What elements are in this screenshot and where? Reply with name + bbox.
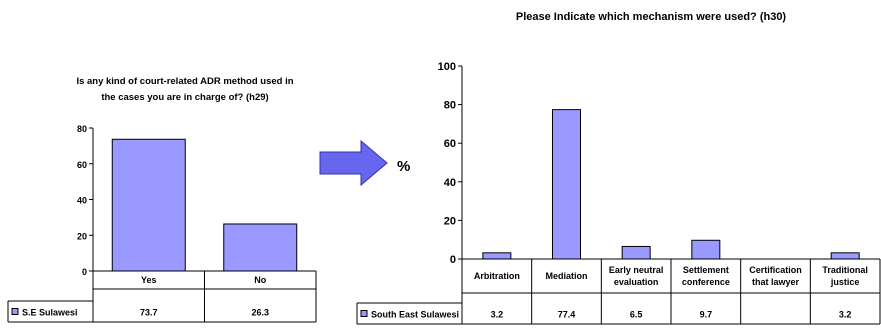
right-arrow-icon [319,139,388,187]
c2-bar [482,252,512,260]
c1-y-tick-label: 60 [77,160,87,170]
c1-y-tick-label: 80 [77,124,87,134]
c2-y-tick-label: 60 [444,138,456,150]
c1-category-label: Yes [141,275,157,285]
c2-bar [552,109,581,260]
c2-value-label: 3.2 [839,310,852,320]
c1-value-label: 26.3 [251,308,269,318]
c2-y-tick-label: 100 [438,61,456,73]
c2-legend-label: South East Sulawesi [371,310,459,320]
c2-category-label: conference [682,277,730,287]
c1-value-label: 73.7 [140,308,158,318]
c2-category-label: Traditional [822,265,868,275]
c1-bar [223,223,298,272]
c2-value-label: 77.4 [558,310,576,320]
c1-legend-label: S.E Sulawesi [22,308,78,318]
c2-y-tick-label: 40 [444,177,456,189]
chart1-title-line-2: the cases you are in charge of? (h29) [101,92,268,103]
c2-value-label: 9.7 [700,310,713,320]
c2-bar [621,245,651,260]
chart-adr-mechanisms: Please Indicate which mechanism were use… [356,11,881,325]
c2-y-tick-label: 80 [444,100,456,112]
c1-y-tick-label: 20 [77,231,87,241]
c2-category-label: that lawyer [752,277,800,287]
chart-court-adr-usage: Is any kind of court-related ADR method … [7,76,317,323]
c2-category-label: Settlement [683,265,729,275]
c2-y-tick-label: 0 [450,254,456,266]
c2-category-label: Certification [749,265,802,275]
c1-legend-swatch [11,308,19,315]
c2-category-label: Early neutral [609,265,664,275]
c1-category-label: No [254,275,266,285]
transition-arrow: % [319,139,410,187]
percent-symbol: % [397,158,410,175]
c2-category-label: Arbitration [474,271,520,281]
c1-y-tick-label: 40 [77,196,87,206]
c2-bar [830,252,860,260]
c2-category-label: evaluation [614,277,659,287]
c2-legend-swatch [360,310,368,317]
c2-bar [691,239,721,260]
c2-y-tick-label: 20 [444,215,456,227]
chart1-title-line-1: Is any kind of court-related ADR method … [76,76,293,87]
c1-y-tick-label: 0 [82,267,87,277]
chart2-title: Please Indicate which mechanism were use… [516,11,787,23]
c2-value-label: 6.5 [630,310,643,320]
c1-bar [111,138,186,272]
c2-value-label: 3.2 [491,310,504,320]
c2-category-label: Mediation [546,271,588,281]
c2-category-label: justice [830,277,860,287]
